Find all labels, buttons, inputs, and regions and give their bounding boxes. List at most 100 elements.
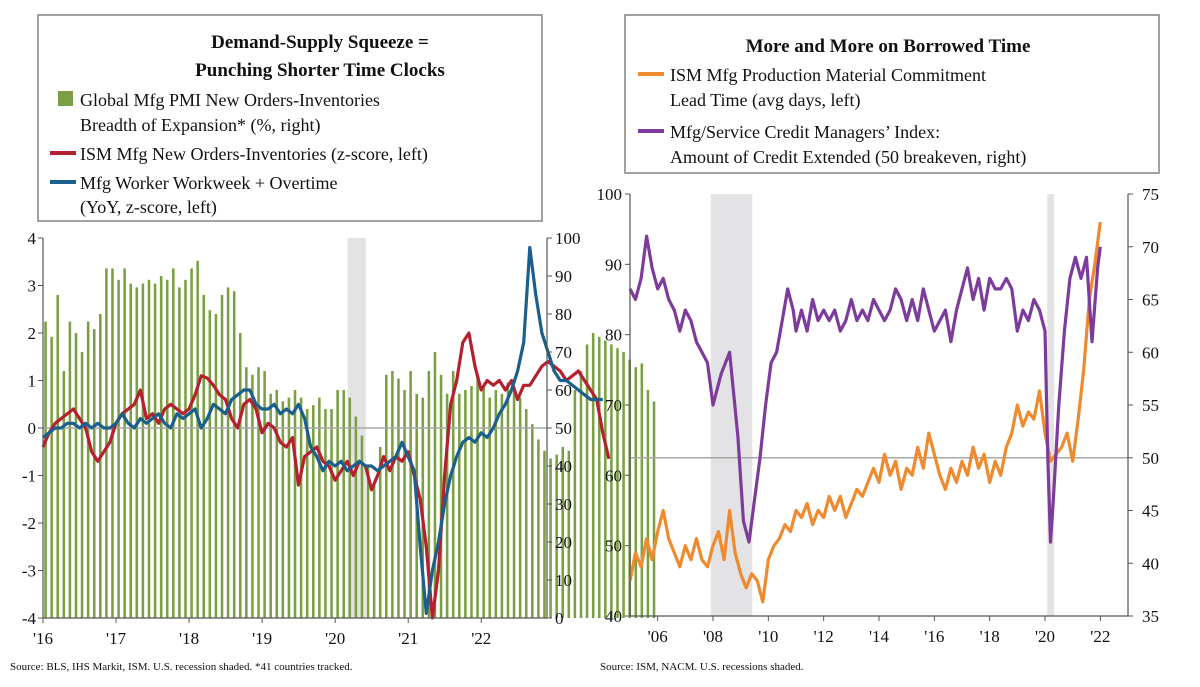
bar-63 <box>427 371 431 618</box>
x-tick-label: '16 <box>33 629 53 648</box>
bar-3 <box>62 371 66 618</box>
bar-32 <box>238 333 242 618</box>
bar-37 <box>269 393 272 618</box>
recession-band-0 <box>710 194 753 616</box>
right-tick-label: 75 <box>1142 185 1159 204</box>
left-tick-label: 2 <box>28 324 37 343</box>
left-tick-label: 1 <box>28 372 37 391</box>
bar-46 <box>324 409 327 618</box>
bar-48 <box>336 390 339 618</box>
bar-10 <box>105 268 108 618</box>
legend-label-purple-1: Mfg/Service Credit Managers’ Index: <box>670 122 940 142</box>
bar-92 <box>604 340 607 618</box>
recession-shading <box>710 194 1055 616</box>
bar-95 <box>622 352 625 618</box>
right-tick-label: 40 <box>1142 554 1159 573</box>
right-tick-label: 80 <box>555 305 572 324</box>
left-tick-label: 100 <box>597 185 623 204</box>
x-tick-label: '12 <box>814 627 834 646</box>
chart-right: 100 90 80 70 60 50 40 75 70 65 60 55 50 45 40 35 '06 '08 '… <box>597 14 1160 673</box>
chart-title: More and More on Borrowed Time <box>746 36 1031 57</box>
bar-58 <box>397 378 400 618</box>
bar-13 <box>123 268 126 618</box>
chart-title-line-2: Punching Shorter Time Clocks <box>195 60 445 81</box>
series-line-purple <box>628 234 1102 544</box>
legend-label-red: ISM Mfg New Orders-Inventories (z-score,… <box>80 144 428 165</box>
bar-60 <box>409 371 412 618</box>
bar-39 <box>281 401 285 618</box>
bar-57 <box>391 371 394 618</box>
bar-12 <box>117 279 120 618</box>
left-tick-label: 90 <box>605 255 622 274</box>
bar-81 <box>537 439 540 618</box>
bar-7 <box>86 321 90 618</box>
x-tick-label: '19 <box>252 629 272 648</box>
left-tick-label: 50 <box>605 537 622 556</box>
left-tick-label: 60 <box>605 466 622 485</box>
bar-16 <box>141 283 145 618</box>
bar-1 <box>50 336 53 618</box>
left-tick-label: 3 <box>28 277 37 296</box>
right-tick-label: 70 <box>555 343 572 362</box>
legend-label-blue-1: Mfg Worker Workweek + Overtime <box>80 173 338 193</box>
right-tick-label: 55 <box>1142 396 1159 415</box>
bar-35 <box>257 367 260 618</box>
bar-74 <box>494 390 498 618</box>
x-tick-label: '20 <box>1035 627 1055 646</box>
recession-band-1 <box>1047 194 1055 616</box>
legend-label-bars-1: Global Mfg PMI New Orders-Inventories <box>80 90 380 110</box>
bar-18 <box>153 283 157 618</box>
bar-14 <box>129 283 133 618</box>
bar-29 <box>220 295 224 618</box>
right-tick-label: 90 <box>555 267 572 286</box>
right-tick-label: 60 <box>555 381 572 400</box>
bar-93 <box>610 344 613 618</box>
chart-title-line-1: Demand-Supply Squeeze = <box>211 32 429 53</box>
bar-22 <box>178 287 181 618</box>
right-tick-label: 65 <box>1142 291 1159 310</box>
x-tick-label: '21 <box>398 629 418 648</box>
right-tick-label: 35 <box>1142 607 1159 626</box>
right-tick-label: 40 <box>555 457 572 476</box>
right-tick-label: 30 <box>555 495 572 514</box>
right-tick-label: 45 <box>1142 502 1159 521</box>
left-tick-label: -4 <box>22 609 37 628</box>
bar-52 <box>360 435 364 618</box>
left-tick-label: -3 <box>22 562 36 581</box>
x-tick-label: '17 <box>106 629 127 648</box>
series-line-blue <box>42 245 603 615</box>
right-tick-label: 60 <box>1142 343 1159 362</box>
bar-6 <box>80 352 84 618</box>
bar-24 <box>190 268 193 618</box>
bar-15 <box>135 287 139 618</box>
left-tick-label: 70 <box>605 396 622 415</box>
bar-54 <box>372 485 376 618</box>
bar-70 <box>470 386 473 618</box>
bar-19 <box>159 276 163 618</box>
left-tick-label: 0 <box>28 419 37 438</box>
bar-25 <box>196 260 199 618</box>
legend-label-orange-2: Lead Time (avg days, left) <box>670 90 860 111</box>
bar-5 <box>74 333 78 618</box>
bar-71 <box>476 374 479 618</box>
bar-0 <box>44 321 47 618</box>
right-tick-label: 20 <box>555 533 572 552</box>
bar-83 <box>549 458 552 618</box>
bar-42 <box>299 397 303 618</box>
right-tick-label: 50 <box>1142 449 1159 468</box>
bar-84 <box>555 454 558 618</box>
bar-2 <box>56 295 60 618</box>
bar-59 <box>403 390 406 618</box>
bar-47 <box>330 409 333 618</box>
legend-label-purple-2: Amount of Credit Extended (50 breakeven,… <box>670 147 1026 168</box>
right-tick-label: 50 <box>555 419 572 438</box>
bar-56 <box>385 374 388 618</box>
left-tick-label: 40 <box>605 607 622 626</box>
bar-4 <box>68 321 72 618</box>
bar-88 <box>579 371 583 618</box>
bar-79 <box>524 409 528 618</box>
bar-41 <box>293 390 297 618</box>
bar-100 <box>652 401 656 618</box>
source-note-right: Source: ISM, NACM. U.S. recessions shade… <box>600 661 804 673</box>
